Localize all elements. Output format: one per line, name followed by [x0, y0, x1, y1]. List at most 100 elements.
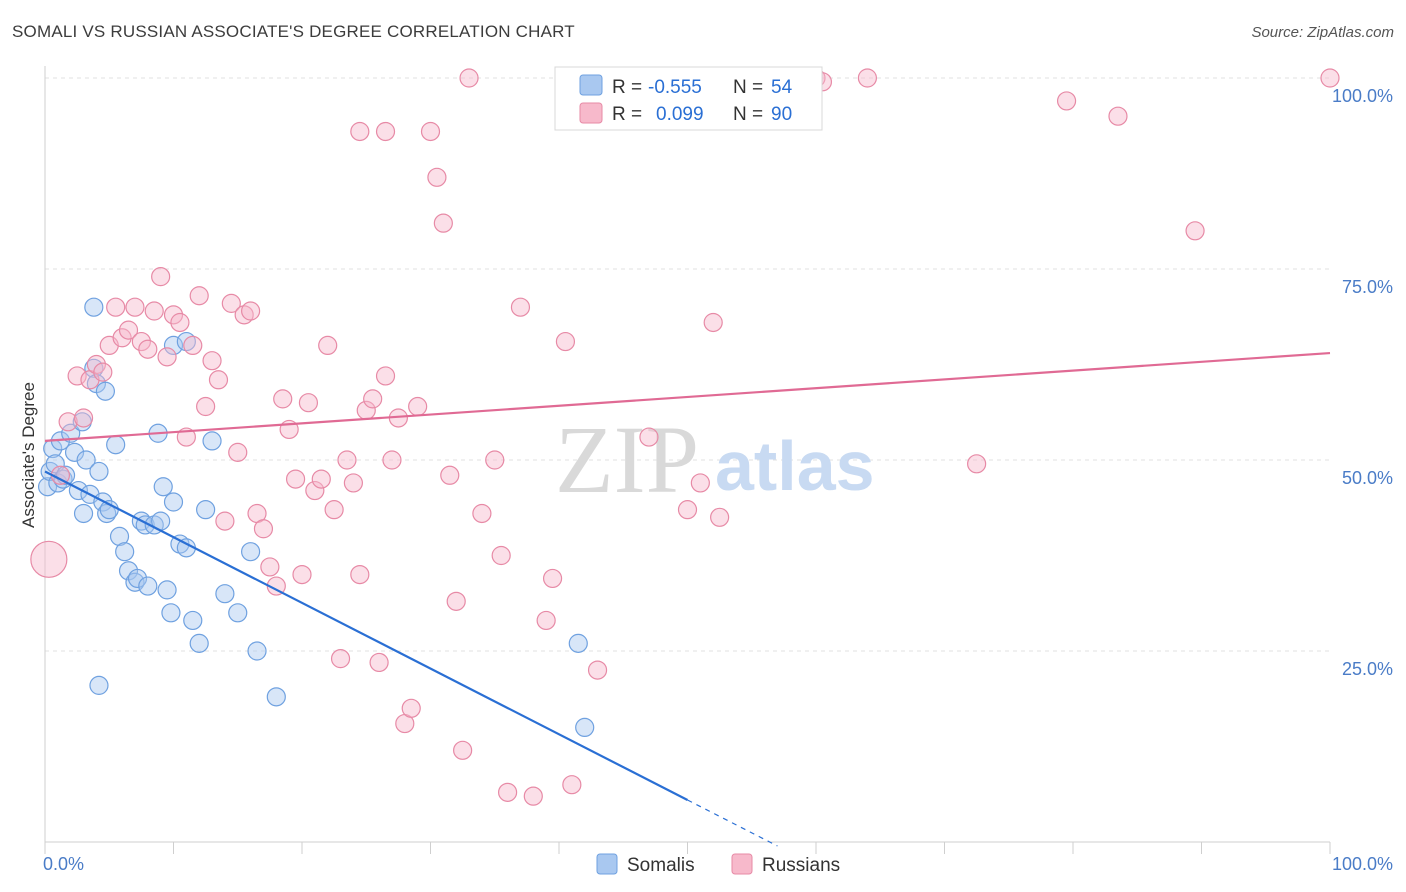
point-somalis: [247, 641, 267, 661]
point-russians: [215, 511, 235, 531]
point-russians: [285, 469, 306, 489]
point-russians: [363, 389, 383, 409]
y-tick-label: 50.0%: [1342, 468, 1393, 488]
y-tick-label: 25.0%: [1342, 659, 1393, 679]
point-russians: [1185, 221, 1205, 241]
x-tick-label: 0.0%: [43, 854, 84, 874]
bottom-legend-label-russians: Russians: [762, 855, 840, 876]
point-russians: [131, 331, 151, 352]
point-russians: [350, 121, 370, 142]
point-somalis: [575, 717, 595, 738]
trend-line-russians: [44, 351, 1331, 442]
point-somalis: [183, 610, 203, 631]
point-russians: [523, 786, 543, 806]
point-russians: [510, 297, 531, 317]
point-somalis: [115, 542, 135, 562]
watermark: ZIP atlas: [555, 406, 875, 513]
trend-line-somalis: [44, 470, 689, 801]
point-russians: [677, 500, 698, 520]
point-russians: [343, 473, 363, 493]
point-russians: [1320, 68, 1340, 88]
point-somalis: [161, 603, 181, 623]
point-somalis: [215, 584, 235, 604]
point-somalis: [37, 477, 58, 497]
bottom-legend-swatch-somalis: [596, 853, 618, 875]
trend-line-extension-somalis: [687, 799, 778, 847]
point-russians: [151, 267, 171, 287]
point-russians: [498, 782, 518, 802]
point-russians: [472, 503, 492, 524]
point-russians: [1108, 106, 1128, 126]
point-russians: [382, 450, 402, 470]
point-somalis: [109, 526, 130, 547]
bottom-legend-swatch-russians: [731, 853, 753, 875]
watermark-atlas: atlas: [715, 427, 875, 505]
x-tick-label: 100.0%: [1332, 854, 1393, 874]
y-tick-label: 100.0%: [1332, 86, 1393, 106]
point-russians: [118, 320, 139, 340]
point-somalis: [241, 542, 261, 562]
point-somalis: [89, 675, 109, 695]
point-russians: [157, 347, 177, 367]
point-russians: [330, 649, 351, 669]
point-russians: [298, 393, 319, 413]
point-russians: [446, 591, 466, 611]
point-somalis: [157, 580, 177, 600]
point-russians: [491, 545, 511, 566]
point-somalis: [84, 297, 104, 317]
point-russians: [196, 396, 216, 417]
point-somalis: [64, 442, 85, 462]
point-russians: [433, 213, 453, 233]
point-russians: [401, 698, 421, 718]
point-somalis: [127, 568, 148, 589]
legend-n-label-russians: N =: [733, 104, 763, 125]
legend-swatch-russians: [579, 102, 603, 124]
point-russians: [241, 301, 261, 321]
point-russians: [138, 339, 158, 359]
point-russians: [73, 408, 94, 428]
point-russians: [542, 568, 563, 589]
point-somalis: [153, 477, 173, 497]
point-russians: [260, 557, 280, 577]
point-russians: [703, 312, 723, 333]
point-russians: [562, 775, 582, 795]
point-russians: [253, 519, 274, 539]
point-russians: [453, 740, 473, 760]
point-russians: [112, 328, 132, 348]
legend-n-value-somalis: 54: [771, 77, 793, 98]
point-russians: [305, 480, 325, 501]
point-russians: [208, 370, 229, 390]
point-russians: [311, 469, 331, 489]
point-russians: [163, 305, 184, 325]
point-russians: [690, 473, 710, 493]
y-axis-label: Associate's Degree: [19, 382, 38, 528]
point-russians: [30, 540, 68, 578]
legend-swatch-somalis: [579, 74, 603, 96]
point-somalis: [73, 503, 94, 524]
point-russians: [318, 335, 338, 355]
point-russians: [67, 366, 87, 386]
point-russians: [459, 68, 479, 88]
point-russians: [1056, 91, 1077, 111]
point-russians: [221, 293, 241, 313]
point-russians: [369, 652, 389, 673]
point-somalis: [95, 381, 115, 401]
point-somalis: [138, 576, 158, 596]
point-russians: [106, 297, 126, 317]
point-somalis: [266, 687, 286, 707]
legend-r-value-somalis: -0.555: [648, 77, 702, 98]
point-russians: [857, 68, 878, 88]
legend: R = -0.555 N = 54 R = 0.099 N = 90: [554, 66, 823, 131]
point-somalis: [163, 492, 184, 512]
legend-n-value-russians: 90: [771, 104, 792, 125]
point-russians: [440, 465, 460, 485]
point-russians: [710, 507, 730, 527]
point-russians: [183, 335, 203, 355]
point-somalis: [228, 603, 248, 623]
point-russians: [639, 427, 659, 447]
point-russians: [324, 500, 344, 520]
point-russians: [408, 396, 428, 417]
point-russians: [144, 301, 164, 321]
legend-r-label-somalis: R =: [612, 77, 642, 98]
